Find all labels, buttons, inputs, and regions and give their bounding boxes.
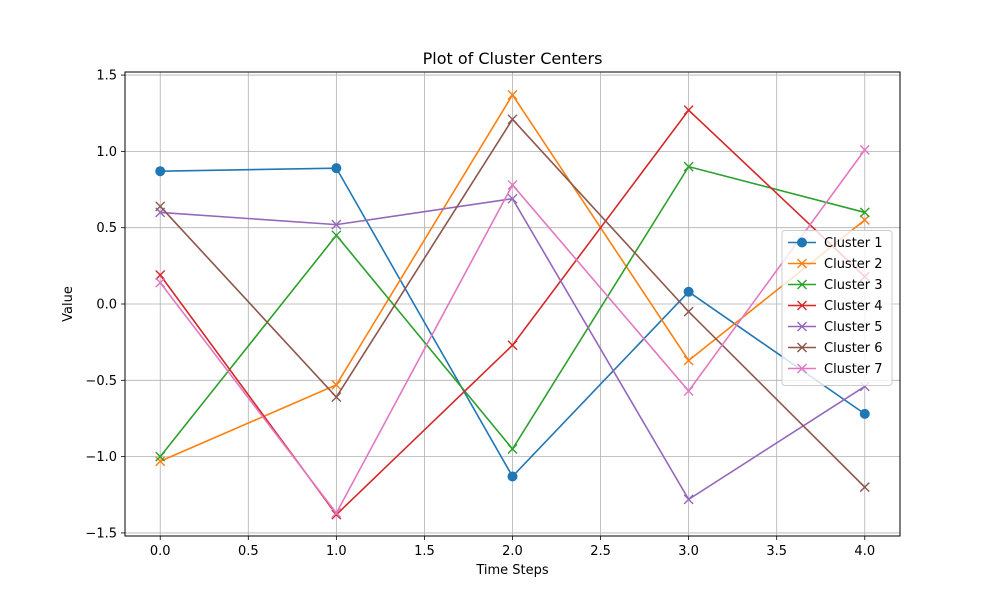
legend-item: Cluster 1 xyxy=(788,236,883,251)
y-tick-label: 1.5 xyxy=(96,69,117,84)
legend: Cluster 1 Cluster 2 Cluster 3 Cluster 4 Clus… xyxy=(781,230,893,386)
data-point xyxy=(155,166,166,177)
data-point xyxy=(331,379,342,390)
data-point xyxy=(683,386,694,396)
y-axis-label: Value xyxy=(61,286,76,322)
series-cluster-7 xyxy=(155,144,870,519)
data-point xyxy=(507,114,518,125)
legend-marker xyxy=(797,258,807,269)
legend-item: Cluster 2 xyxy=(788,257,883,272)
x-axis-label: Time Steps xyxy=(475,563,549,578)
data-point xyxy=(155,270,166,280)
data-point xyxy=(859,408,870,419)
legend-item: Cluster 6 xyxy=(788,341,883,356)
x-tick-label: 2.0 xyxy=(502,544,523,559)
series-cluster-1 xyxy=(155,163,870,482)
data-point xyxy=(331,392,342,403)
data-point xyxy=(331,508,342,519)
data-point xyxy=(683,494,694,505)
legend-label: Cluster 3 xyxy=(824,278,883,293)
axis-ticks: 0.0 0.5 1.0 1.5 2.0 2.5 3.0 3.5 4.0 −1.5 −1.0 −0.5 0… xyxy=(85,69,875,559)
data-point xyxy=(155,451,166,462)
data-point xyxy=(507,444,518,454)
legend-marker xyxy=(797,300,807,311)
data-point xyxy=(683,355,694,366)
data-point xyxy=(331,509,342,520)
legend-marker xyxy=(797,321,807,332)
x-tick-label: 2.5 xyxy=(590,544,611,559)
y-tick-label: 0.5 xyxy=(96,221,117,236)
data-point xyxy=(331,163,342,174)
data-point xyxy=(859,207,870,218)
legend-label: Cluster 4 xyxy=(824,299,883,314)
legend-marker xyxy=(797,237,807,248)
legend-item: Cluster 4 xyxy=(788,299,883,314)
y-tick-label: −1.5 xyxy=(85,526,117,541)
data-point xyxy=(507,179,518,190)
legend-label: Cluster 6 xyxy=(824,341,883,356)
x-tick-label: 3.0 xyxy=(678,544,699,559)
x-tick-label: 4.0 xyxy=(854,544,875,559)
x-tick-label: 1.5 xyxy=(414,544,435,559)
legend-item: Cluster 5 xyxy=(788,320,883,335)
data-point xyxy=(155,456,166,467)
y-tick-label: 0.0 xyxy=(96,298,117,313)
data-point xyxy=(683,161,694,172)
y-tick-label: −1.0 xyxy=(85,450,117,465)
legend-label: Cluster 7 xyxy=(824,362,883,377)
legend-label: Cluster 2 xyxy=(824,257,883,272)
series-cluster-3 xyxy=(155,161,870,462)
legend-marker xyxy=(797,279,807,290)
data-point xyxy=(507,89,518,100)
x-tick-label: 0.5 xyxy=(238,544,259,559)
data-point xyxy=(859,215,870,226)
x-tick-label: 0.0 xyxy=(150,544,171,559)
data-point xyxy=(507,471,518,482)
legend-item: Cluster 7 xyxy=(788,362,883,377)
legend-label: Cluster 1 xyxy=(824,236,883,251)
chart-title: Plot of Cluster Centers xyxy=(423,49,603,68)
data-point xyxy=(683,105,694,116)
series-cluster-4 xyxy=(155,105,870,520)
data-point xyxy=(155,201,166,212)
data-point xyxy=(507,340,518,351)
legend-marker xyxy=(797,342,807,353)
x-tick-label: 3.5 xyxy=(766,544,787,559)
legend-marker xyxy=(797,363,807,374)
data-point xyxy=(155,277,166,288)
legend-item: Cluster 3 xyxy=(788,278,883,293)
series-cluster-2 xyxy=(155,89,870,467)
data-point xyxy=(331,230,342,241)
legend-label: Cluster 5 xyxy=(824,320,883,335)
data-point xyxy=(859,482,870,493)
y-tick-label: −0.5 xyxy=(85,374,117,389)
data-point xyxy=(331,219,342,230)
data-point xyxy=(859,144,870,155)
data-point xyxy=(683,306,694,317)
plot-series xyxy=(155,89,870,520)
x-tick-label: 1.0 xyxy=(326,544,347,559)
data-point xyxy=(683,286,694,297)
data-point xyxy=(507,193,518,204)
y-tick-label: 1.0 xyxy=(96,145,117,160)
series-cluster-6 xyxy=(155,114,870,493)
